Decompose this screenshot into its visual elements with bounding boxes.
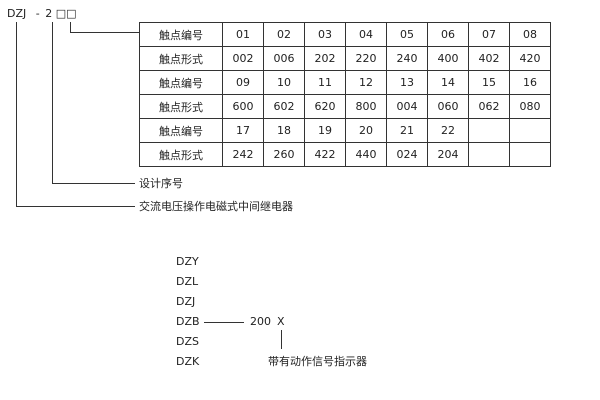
table-cell: 202 xyxy=(304,46,346,71)
contact-table: 触点编号 01 02 03 04 05 06 07 08 触点形式 002 006 202 220 240 4… xyxy=(139,22,551,167)
table-cell: 14 xyxy=(427,70,469,95)
table-row: 触点形式 600 602 620 800 004 060 062 080 xyxy=(139,94,551,119)
table-cell: 002 xyxy=(222,46,264,71)
series-dzs: DZS xyxy=(176,335,199,348)
table-cell: 20 xyxy=(345,118,387,143)
table-cell: 04 xyxy=(345,22,387,47)
row-label: 触点形式 xyxy=(139,46,223,71)
row-label: 触点形式 xyxy=(139,142,223,167)
table-cell: 08 xyxy=(509,22,551,47)
table-cell: 260 xyxy=(263,142,305,167)
table-cell: 402 xyxy=(468,46,510,71)
table-cell: 18 xyxy=(263,118,305,143)
model-code: DZJ - 2 □□ xyxy=(7,7,77,21)
table-cell: 12 xyxy=(345,70,387,95)
connector-contact-table xyxy=(70,22,139,33)
table-cell: 620 xyxy=(304,94,346,119)
suffix-letter: X xyxy=(277,315,285,328)
table-cell: 004 xyxy=(386,94,428,119)
table-cell xyxy=(468,142,510,167)
table-cell: 024 xyxy=(386,142,428,167)
table-cell: 242 xyxy=(222,142,264,167)
table-row: 触点形式 002 006 202 220 240 400 402 420 xyxy=(139,46,551,71)
row-label: 触点编号 xyxy=(139,22,223,47)
table-cell: 19 xyxy=(304,118,346,143)
table-cell: 440 xyxy=(345,142,387,167)
table-cell: 22 xyxy=(427,118,469,143)
suffix-number: 200 xyxy=(250,315,271,328)
table-cell: 01 xyxy=(222,22,264,47)
table-cell: 060 xyxy=(427,94,469,119)
connector-design-serial xyxy=(52,22,135,184)
table-row: 触点编号 01 02 03 04 05 06 07 08 xyxy=(139,22,551,47)
design-serial-label: 设计序号 xyxy=(139,177,183,190)
series-dzj: DZJ xyxy=(176,295,196,308)
table-cell: 420 xyxy=(509,46,551,71)
connector-relay-type xyxy=(16,22,135,207)
table-cell xyxy=(468,118,510,143)
table-row: 触点编号 17 18 19 20 21 22 xyxy=(139,118,551,143)
table-cell: 16 xyxy=(509,70,551,95)
model-dash: - xyxy=(35,7,40,20)
table-cell: 422 xyxy=(304,142,346,167)
table-cell: 240 xyxy=(386,46,428,71)
table-cell: 400 xyxy=(427,46,469,71)
model-digit: 2 xyxy=(45,7,53,20)
table-cell: 05 xyxy=(386,22,428,47)
table-cell: 03 xyxy=(304,22,346,47)
table-cell: 09 xyxy=(222,70,264,95)
table-cell: 13 xyxy=(386,70,428,95)
table-cell: 15 xyxy=(468,70,510,95)
row-label: 触点编号 xyxy=(139,70,223,95)
table-cell: 10 xyxy=(263,70,305,95)
table-cell: 800 xyxy=(345,94,387,119)
relay-type-label: 交流电压操作电磁式中间继电器 xyxy=(139,200,293,213)
table-cell: 11 xyxy=(304,70,346,95)
table-row: 触点编号 09 10 11 12 13 14 15 16 xyxy=(139,70,551,95)
suffix-note: 带有动作信号指示器 xyxy=(268,355,367,368)
table-cell: 17 xyxy=(222,118,264,143)
series-dzb: DZB xyxy=(176,315,200,328)
table-cell: 080 xyxy=(509,94,551,119)
table-cell: 21 xyxy=(386,118,428,143)
series-dzy: DZY xyxy=(176,255,199,268)
series-dzk: DZK xyxy=(176,355,200,368)
row-label: 触点形式 xyxy=(139,94,223,119)
table-cell: 220 xyxy=(345,46,387,71)
table-cell: 07 xyxy=(468,22,510,47)
series-dzl: DZL xyxy=(176,275,199,288)
model-prefix: DZJ xyxy=(7,7,27,20)
table-cell: 204 xyxy=(427,142,469,167)
table-row: 触点形式 242 260 422 440 024 204 xyxy=(139,142,551,167)
table-cell: 602 xyxy=(263,94,305,119)
table-cell: 600 xyxy=(222,94,264,119)
row-label: 触点编号 xyxy=(139,118,223,143)
table-cell xyxy=(509,118,551,143)
table-cell: 062 xyxy=(468,94,510,119)
table-cell xyxy=(509,142,551,167)
table-cell: 006 xyxy=(263,46,305,71)
table-cell: 06 xyxy=(427,22,469,47)
model-boxes: □□ xyxy=(55,7,77,20)
table-cell: 02 xyxy=(263,22,305,47)
